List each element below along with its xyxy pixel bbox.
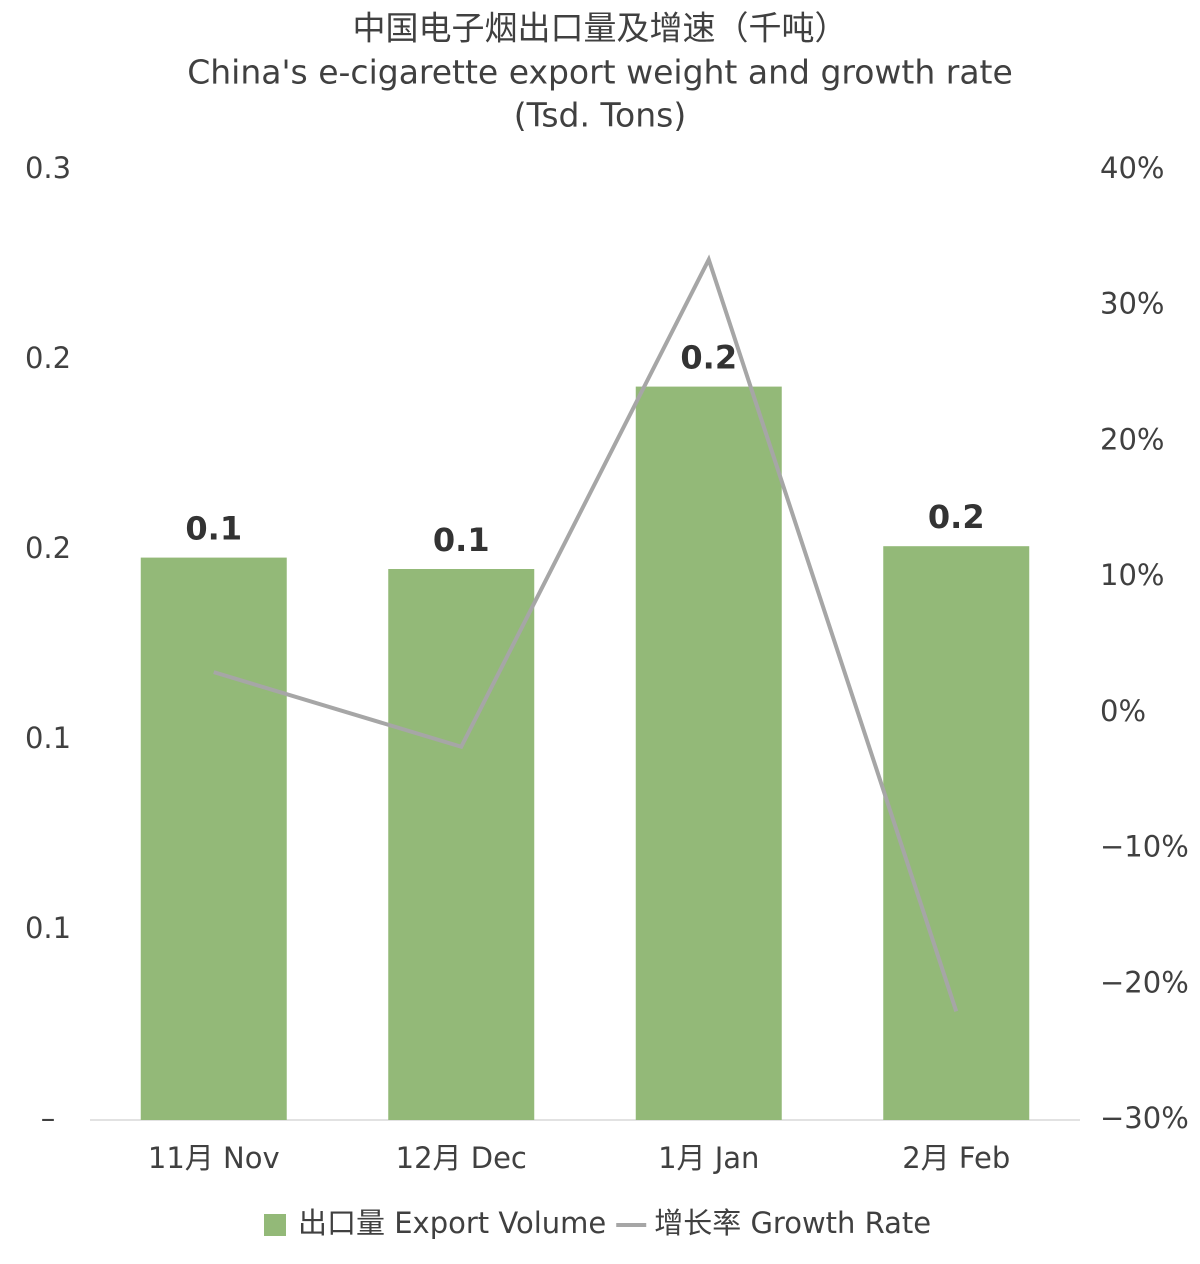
x-tick-label: 1月 Jan (658, 1141, 759, 1175)
value-label: 0.1 (433, 521, 490, 559)
y2-tick-label: 10% (1100, 558, 1164, 592)
y-tick-label: 0.1 (25, 911, 71, 945)
y-tick-label: – (41, 1101, 56, 1135)
line (213, 254, 959, 1013)
y2-tick-label: 40% (1100, 151, 1164, 185)
x-tick-label: 2月 Feb (902, 1141, 1010, 1175)
bar (635, 386, 782, 1121)
y2-tick-label: 30% (1100, 287, 1164, 321)
y-tick-label: 0.1 (25, 721, 71, 755)
value-label: 0.1 (185, 510, 242, 548)
legend-label: 出口量 Export Volume (298, 1206, 606, 1240)
value-label: 0.2 (680, 339, 737, 377)
legend-label: 增长率 Growth Rate (654, 1206, 931, 1240)
unit-note: (Tsd. Tons) (514, 96, 686, 135)
chart-subtitle: China's e-cigarette export weight and gr… (187, 53, 1013, 92)
bar (140, 557, 287, 1120)
x-tick-label: 11月 Nov (148, 1141, 280, 1175)
y-tick-label: 0.3 (25, 151, 71, 185)
y2-tick-label: 0% (1100, 694, 1146, 728)
y2-tick-label: −20% (1100, 965, 1189, 999)
bar (388, 569, 535, 1120)
y2-tick-label: −30% (1100, 1101, 1189, 1135)
value-label: 0.2 (928, 498, 985, 536)
chart-title: 中国电子烟出口量及增速（千吨） (353, 9, 848, 48)
legend-swatch (264, 1214, 286, 1236)
y2-tick-label: 20% (1100, 422, 1164, 456)
y2-tick-label: −10% (1100, 830, 1189, 864)
y-tick-label: 0.2 (25, 531, 71, 565)
x-tick-label: 12月 Dec (396, 1141, 527, 1175)
y-tick-label: 0.2 (25, 341, 71, 375)
bar (883, 546, 1030, 1120)
